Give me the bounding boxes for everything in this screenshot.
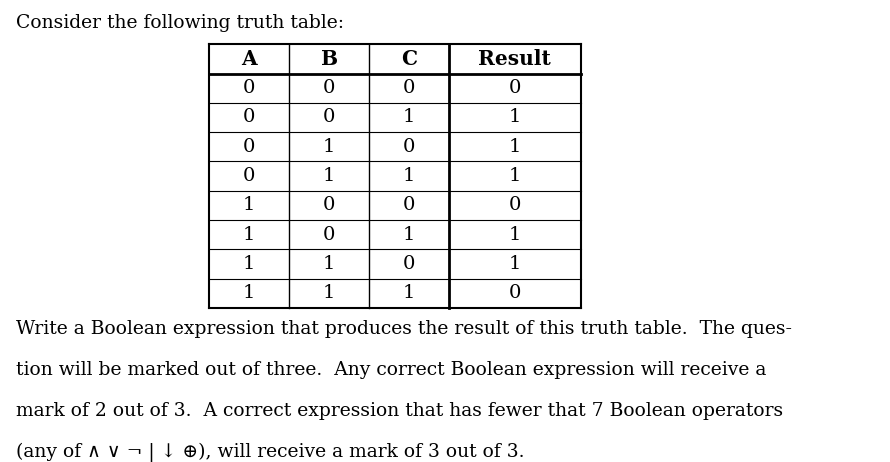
Text: 1: 1: [243, 284, 255, 302]
Text: A: A: [241, 49, 257, 69]
Text: 1: 1: [402, 284, 415, 302]
Text: 0: 0: [323, 79, 336, 97]
Text: 0: 0: [402, 196, 415, 214]
Text: 0: 0: [323, 225, 336, 243]
Text: 0: 0: [323, 196, 336, 214]
Text: 0: 0: [243, 79, 255, 97]
Text: (any of ∧ ∨ ¬ | ↓ ⊕), will receive a mark of 3 out of 3.: (any of ∧ ∨ ¬ | ↓ ⊕), will receive a mar…: [16, 442, 524, 462]
Text: 1: 1: [243, 255, 255, 273]
Text: 1: 1: [508, 138, 521, 156]
Text: 0: 0: [508, 196, 521, 214]
Text: Consider the following truth table:: Consider the following truth table:: [16, 14, 344, 32]
Text: mark of 2 out of 3.  A correct expression that has fewer that 7 Boolean operator: mark of 2 out of 3. A correct expression…: [16, 401, 783, 419]
Text: Write a Boolean expression that produces the result of this truth table.  The qu: Write a Boolean expression that produces…: [16, 320, 792, 338]
Text: 1: 1: [508, 255, 521, 273]
Text: 1: 1: [402, 109, 415, 127]
Text: 1: 1: [508, 109, 521, 127]
Text: 1: 1: [243, 225, 255, 243]
Text: 0: 0: [402, 138, 415, 156]
Text: 0: 0: [508, 79, 521, 97]
Text: B: B: [320, 49, 337, 69]
Text: 0: 0: [402, 255, 415, 273]
Text: 1: 1: [508, 225, 521, 243]
Text: 1: 1: [323, 284, 336, 302]
Text: 1: 1: [508, 167, 521, 185]
Text: 0: 0: [243, 138, 255, 156]
Text: C: C: [400, 49, 417, 69]
Text: 0: 0: [323, 109, 336, 127]
Text: 0: 0: [243, 167, 255, 185]
Text: tion will be marked out of three.  Any correct Boolean expression will receive a: tion will be marked out of three. Any co…: [16, 361, 766, 379]
Text: 1: 1: [323, 167, 336, 185]
Text: 0: 0: [243, 109, 255, 127]
Text: 1: 1: [323, 255, 336, 273]
Text: 1: 1: [402, 225, 415, 243]
Text: 1: 1: [323, 138, 336, 156]
Text: 0: 0: [508, 284, 521, 302]
Text: 0: 0: [402, 79, 415, 97]
Text: 1: 1: [243, 196, 255, 214]
Text: 1: 1: [402, 167, 415, 185]
Text: Result: Result: [478, 49, 551, 69]
